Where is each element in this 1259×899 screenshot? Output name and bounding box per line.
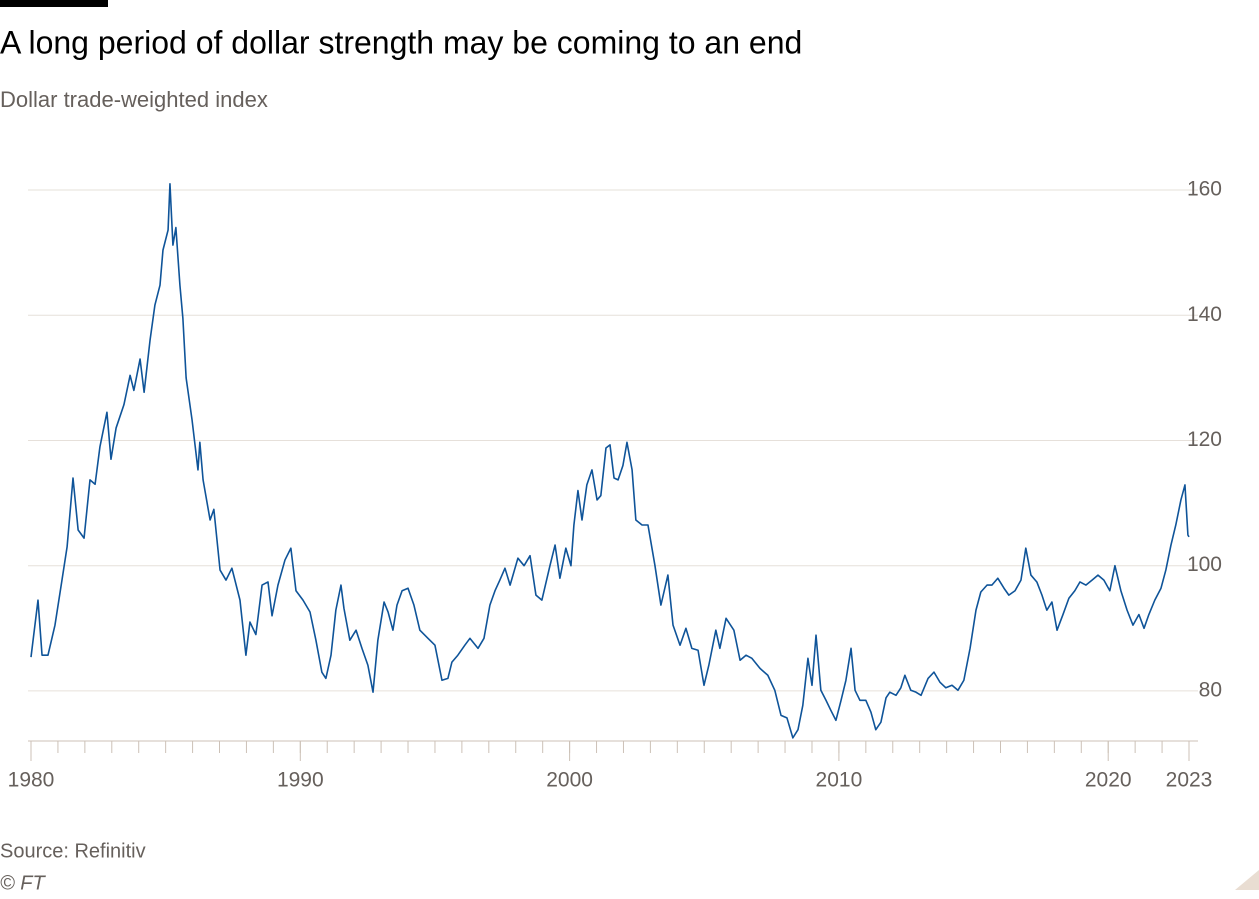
y-tick-label: 120	[1187, 428, 1222, 451]
x-tick-label: 2023	[1166, 769, 1213, 792]
brand-bar	[0, 0, 108, 7]
y-tick-label: 140	[1187, 303, 1222, 326]
x-tick-label: 1990	[277, 769, 324, 792]
chart-subtitle: Dollar trade-weighted index	[0, 87, 268, 112]
x-tick-label: 2000	[546, 769, 593, 792]
plot-area: 80 100 120 140 160 1980 1990 2000 2010 2020 2023	[8, 178, 1222, 792]
y-tick-label: 80	[1199, 678, 1222, 701]
data-line	[30, 182, 1190, 739]
corner-mark	[1235, 870, 1259, 890]
y-tick-label: 160	[1187, 178, 1222, 201]
source: Source: Refinitiv	[0, 840, 146, 862]
chart-title: A long period of dollar strength may be …	[0, 24, 802, 60]
credit: © FT	[0, 872, 47, 894]
x-tick-label: 2010	[816, 769, 863, 792]
x-tick-label: 1980	[8, 769, 55, 792]
x-tick-label: 2020	[1085, 769, 1132, 792]
y-tick-label: 100	[1187, 553, 1222, 576]
